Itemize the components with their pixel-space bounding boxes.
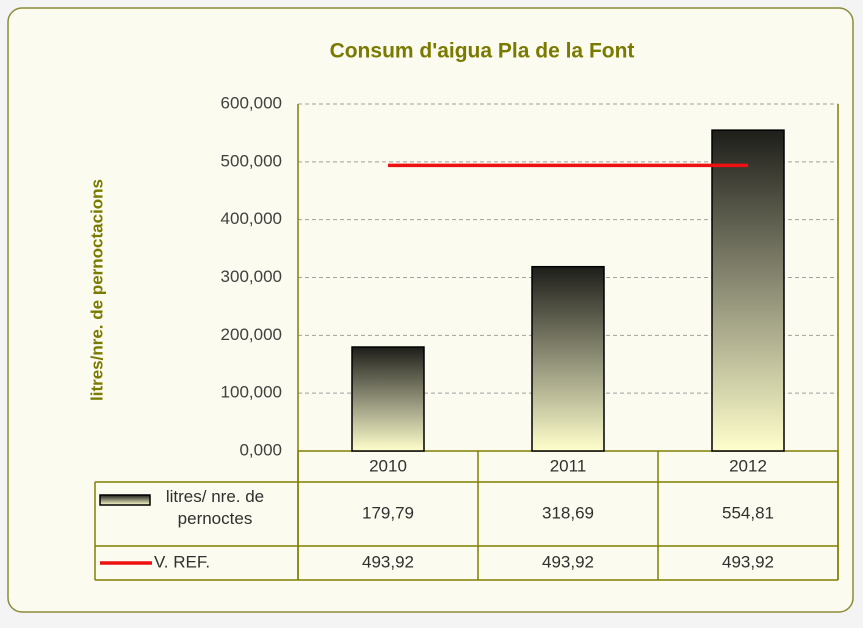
x-tick-label: 2012 <box>729 456 767 475</box>
bar <box>711 129 785 452</box>
table-value: 318,69 <box>542 503 594 522</box>
chart-title: Consum d'aigua Pla de la Font <box>330 40 635 63</box>
y-tick-label: 500,000 <box>221 151 282 170</box>
x-tick-label: 2011 <box>550 456 587 475</box>
legend-label-box: litres/ nre. de pernoctes <box>165 487 265 528</box>
table-value: 493,92 <box>362 552 414 571</box>
y-tick-label: 300,000 <box>221 267 282 286</box>
legend-label: litres/ nre. de pernoctes <box>165 487 265 528</box>
y-tick-label: 100,000 <box>221 383 282 402</box>
table-value: 493,92 <box>542 552 594 571</box>
table-value: 179,79 <box>362 503 414 522</box>
legend-label: V. REF. <box>154 552 210 571</box>
y-axis-label: litres/nre. de pernoctacions <box>87 179 106 401</box>
y-tick-label: 400,000 <box>221 209 282 228</box>
table-value: 554,81 <box>722 503 774 522</box>
chart-frame <box>7 7 854 613</box>
y-tick-label: 600,000 <box>221 93 282 112</box>
x-tick-label: 2010 <box>369 456 407 475</box>
bar <box>531 265 605 452</box>
table-value: 493,92 <box>722 552 774 571</box>
legend-key <box>99 494 151 506</box>
bar <box>351 346 425 452</box>
y-tick-label: 0,000 <box>239 440 282 459</box>
y-tick-label: 200,000 <box>221 325 282 344</box>
